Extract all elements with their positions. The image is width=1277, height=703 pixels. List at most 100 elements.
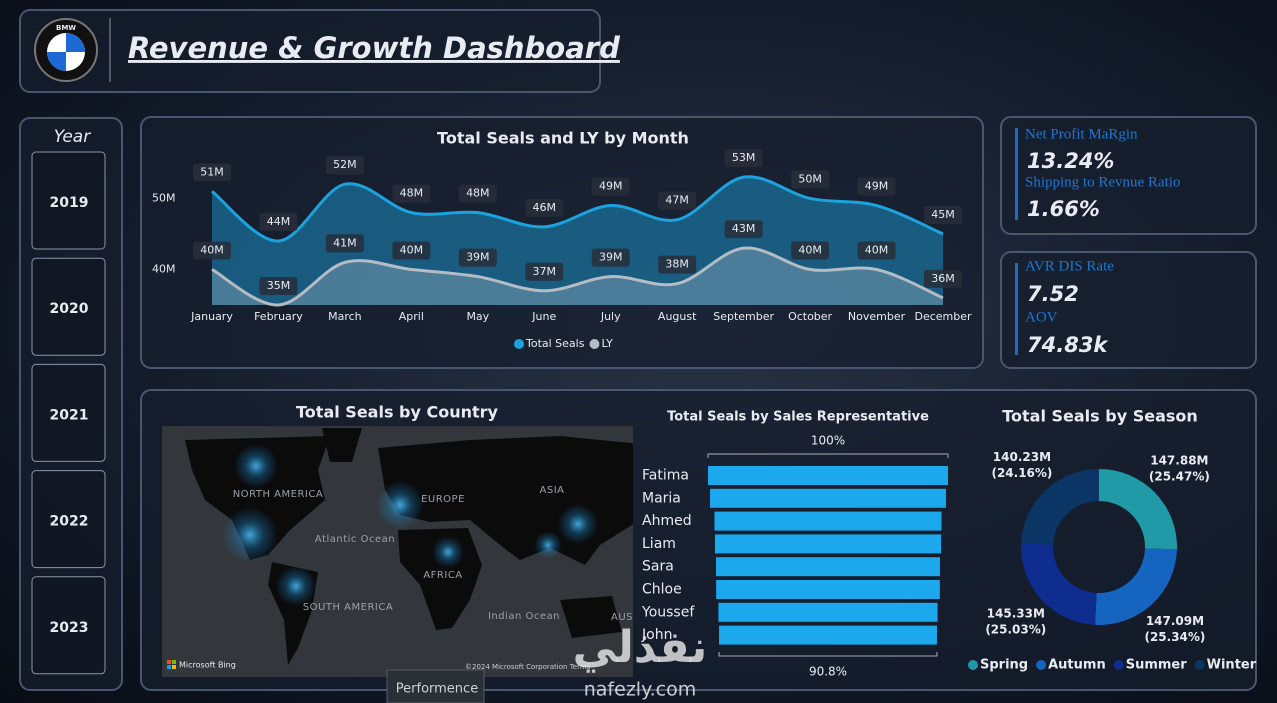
logo-text: BMW xyxy=(56,24,76,32)
data-label: 39M xyxy=(599,251,623,264)
map-title: Total Seals by Country xyxy=(296,403,499,422)
chart-title: Total Seals by Season xyxy=(1002,407,1198,426)
slicer-button[interactable] xyxy=(31,470,106,569)
data-label: 48M xyxy=(466,187,490,200)
y-tick-label: 40M xyxy=(152,262,176,275)
map-glow xyxy=(376,481,424,529)
y-tick-label: 50M xyxy=(152,191,176,204)
map-attribution: Microsoft Bing xyxy=(179,661,236,670)
area-chart: 40M 50M January February March April May June Ju… xyxy=(152,149,972,350)
data-label-bg xyxy=(325,234,364,253)
bar xyxy=(714,511,942,531)
bracket xyxy=(707,453,949,458)
data-label: 40M xyxy=(865,243,889,256)
data-label: 41M xyxy=(333,236,357,249)
data-label-bg xyxy=(392,184,431,203)
data-label-bg xyxy=(857,177,896,196)
legend-marker xyxy=(589,339,600,349)
slicer-item-label[interactable]: 2023 xyxy=(50,620,89,636)
map-label: Indian Ocean xyxy=(488,611,560,622)
line xyxy=(211,246,944,307)
data-label-bg xyxy=(591,248,630,267)
data-label: 52M xyxy=(333,158,357,171)
data-label: (25.47%) xyxy=(1149,469,1210,483)
data-label: 45M xyxy=(931,208,955,221)
slicer-button[interactable] xyxy=(31,151,106,250)
slicer-item-label[interactable]: 2022 xyxy=(50,514,89,530)
x-tick-label: February xyxy=(254,310,303,323)
x-tick-label: July xyxy=(600,310,621,323)
data-label-bg xyxy=(791,241,830,260)
map-label: AUSTRALIA xyxy=(611,612,671,623)
bar xyxy=(716,557,940,577)
data-label: 48M xyxy=(400,187,424,200)
slicer-button[interactable] xyxy=(31,576,106,675)
data-label: 50M xyxy=(798,172,822,185)
legend-label: Total Seals xyxy=(525,337,585,350)
data-label-bg xyxy=(458,184,497,203)
category-label: Sara xyxy=(642,559,674,575)
map-label: AFRICA xyxy=(423,570,462,581)
slicer-button[interactable] xyxy=(31,363,106,462)
data-label: (24.16%) xyxy=(991,466,1052,480)
kpi-value: 7.52 xyxy=(1027,282,1079,306)
data-label: 40M xyxy=(200,243,224,256)
slicer-title: Year xyxy=(54,127,91,147)
funnel-chart: Fatima Maria Ahmed Liam Sara Chloe Youssef John… xyxy=(641,434,949,679)
category-label: Fatima xyxy=(642,468,689,484)
x-tick-label: August xyxy=(658,310,697,323)
bar xyxy=(710,488,946,508)
data-label-bg xyxy=(924,205,962,224)
tab-label[interactable]: Performence xyxy=(396,682,478,697)
legend-label: Autumn xyxy=(1048,658,1106,673)
area xyxy=(212,247,943,306)
slicer-item-label[interactable]: 2020 xyxy=(50,301,89,317)
map-label: Atlantic Ocean xyxy=(315,534,395,545)
x-tick-label: November xyxy=(848,310,906,323)
data-label: 53M xyxy=(732,151,756,164)
data-label: 147.88M xyxy=(1150,453,1208,467)
x-tick-label: May xyxy=(466,310,489,323)
x-tick-label: December xyxy=(914,310,972,323)
map-glow xyxy=(276,566,316,606)
bar xyxy=(718,602,938,622)
legend-marker xyxy=(1194,660,1205,670)
slicer-item[interactable]: 2019 xyxy=(31,151,106,250)
kpi-value: 1.66% xyxy=(1027,197,1100,221)
slicer-item-label[interactable]: 2021 xyxy=(50,407,89,423)
map-copyright: ©2024 Microsoft Corporation Terms xyxy=(465,663,591,671)
kpi-label: AOV xyxy=(1025,309,1058,325)
data-label-bg xyxy=(591,177,630,196)
slicer-list: 2019 2020 2021 2022 2023 xyxy=(31,151,106,675)
data-label: 36M xyxy=(931,272,955,285)
map-label: ASIA xyxy=(540,485,565,496)
slicer-button[interactable] xyxy=(31,257,106,356)
map-glow xyxy=(534,531,562,559)
dashboard-title: Revenue & Growth Dashboard xyxy=(128,31,620,65)
slicer-item-label[interactable]: 2019 xyxy=(50,195,89,211)
category-label: Maria xyxy=(642,490,681,506)
slicer-item[interactable]: 2022 xyxy=(31,470,106,569)
slicer-item[interactable]: 2021 xyxy=(31,363,106,462)
data-label-bg xyxy=(259,277,298,295)
legend-marker xyxy=(514,339,524,349)
legend-label: Winter xyxy=(1207,658,1257,673)
map-glow xyxy=(558,504,598,544)
slicer-item[interactable]: 2020 xyxy=(31,257,106,356)
donut-slice xyxy=(1095,548,1177,625)
data-label: 35M xyxy=(267,279,291,292)
map-glow xyxy=(432,536,464,568)
data-label: 100% xyxy=(811,434,845,448)
x-tick-label: October xyxy=(788,310,832,323)
data-label-bg xyxy=(525,262,564,281)
donut-slice xyxy=(1021,469,1099,545)
bing-logo xyxy=(167,660,176,669)
page-tab[interactable]: Performence xyxy=(386,669,485,703)
area xyxy=(212,176,943,305)
data-label: 147.09M xyxy=(1146,614,1204,628)
data-label: 44M xyxy=(267,215,291,228)
data-label: 90.8% xyxy=(809,665,847,679)
slicer-item[interactable]: 2023 xyxy=(31,576,106,675)
data-label-bg xyxy=(791,170,830,189)
x-tick-label: September xyxy=(713,310,774,323)
